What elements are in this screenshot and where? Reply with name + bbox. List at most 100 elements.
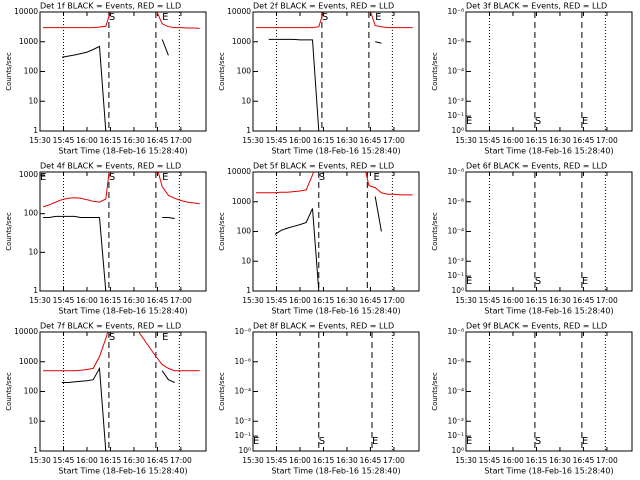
x-tick-label: 16:45: [147, 456, 169, 465]
annotation: E: [582, 436, 588, 447]
x-tick-label: 17:00: [596, 456, 618, 465]
y-tick-label: 1: [33, 286, 38, 295]
x-axis-label: Start Time (18-Feb-16 15:28:40): [58, 307, 187, 316]
panel: Det 6f BLACK = Events, RED = LLD Start Ti…: [431, 162, 633, 316]
annotation: E: [372, 436, 378, 447]
x-tick-label: 16:00: [289, 296, 311, 305]
panel: Det 3f BLACK = Events, RED = LLD Start Ti…: [431, 2, 633, 156]
x-tick-label: 16:30: [123, 296, 145, 305]
y-tick-label: 1000: [19, 357, 38, 366]
chart-title: Det 8f BLACK = Events, RED = LLD: [253, 322, 394, 331]
y-tick-label: 10⁻⁸: [447, 7, 464, 16]
x-tick-label: 16:15: [100, 456, 122, 465]
annotation: S: [535, 436, 541, 447]
annotation: E: [466, 116, 472, 127]
annotation: E: [582, 116, 588, 127]
x-tick-label: 17:00: [383, 296, 405, 305]
y-tick-label: 10⁻²: [447, 416, 464, 425]
y-tick-label: 10⁰: [451, 446, 464, 455]
x-tick-label: 17:00: [383, 456, 405, 465]
y-tick-label: 100: [237, 227, 252, 236]
y-tick-label: 10⁻⁶: [234, 357, 251, 366]
x-tick-label: 16:45: [360, 296, 382, 305]
annotation: E: [40, 172, 46, 183]
y-tick-label: 10⁻⁸: [447, 167, 464, 176]
annotation: E: [162, 172, 168, 183]
y-tick-label: 1000: [232, 197, 251, 206]
x-tick-label: 16:00: [76, 136, 98, 145]
plot-frame: [252, 331, 420, 452]
x-tick-label: 15:45: [266, 136, 288, 145]
y-axis-label: Counts/sec: [5, 212, 13, 251]
x-tick-label: 16:30: [336, 456, 358, 465]
x-tick-label: 17:00: [170, 136, 192, 145]
y-tick-label: 10⁻¹: [234, 431, 251, 440]
x-tick-label: 16:00: [289, 136, 311, 145]
y-tick-label: 10⁻⁶: [447, 197, 464, 206]
y-tick-label: 1: [33, 446, 38, 455]
y-axis-label: Counts/sec: [431, 52, 439, 91]
x-axis-label: Start Time (18-Feb-16 15:28:40): [58, 147, 187, 156]
annotation: S: [109, 172, 115, 183]
x-tick-label: 16:00: [502, 136, 524, 145]
x-tick-label: 15:45: [266, 296, 288, 305]
y-tick-label: 10⁻⁶: [447, 357, 464, 366]
y-tick-label: 10000: [227, 167, 251, 176]
plot-frame: [39, 171, 207, 292]
x-tick-label: 15:45: [53, 136, 75, 145]
plot-frame: [39, 331, 207, 452]
x-axis-label: Start Time (18-Feb-16 15:28:40): [484, 147, 613, 156]
x-tick-label: 16:00: [502, 296, 524, 305]
y-tick-label: 10: [28, 416, 38, 425]
y-tick-label: 100: [24, 209, 39, 218]
series-line: [274, 196, 382, 291]
x-tick-label: 15:30: [242, 136, 264, 145]
y-tick-label: 10⁻⁴: [447, 67, 464, 76]
y-tick-label: 10⁻²: [447, 96, 464, 105]
x-tick-label: 16:30: [336, 296, 358, 305]
panel: Det 5f BLACK = Events, RED = LLD Start Ti…: [218, 162, 420, 316]
series-line: [268, 38, 382, 131]
y-axis-label: Counts/sec: [218, 212, 226, 251]
annotation: E: [374, 172, 380, 183]
x-tick-label: 16:15: [526, 296, 548, 305]
chart-title: Det 4f BLACK = Events, RED = LLD: [40, 162, 181, 171]
x-tick-label: 17:00: [596, 136, 618, 145]
series-line: [42, 172, 200, 208]
x-tick-label: 17:00: [596, 296, 618, 305]
y-axis-label: Counts/sec: [431, 212, 439, 251]
panel: Det 4f BLACK = Events, RED = LLD Start Ti…: [5, 162, 207, 316]
x-axis-label: Start Time (18-Feb-16 15:28:40): [271, 147, 400, 156]
annotation: E: [162, 332, 168, 343]
y-axis-label: Counts/sec: [431, 372, 439, 411]
y-tick-label: 10: [241, 96, 251, 105]
y-tick-label: 1: [246, 126, 251, 135]
x-axis-label: Start Time (18-Feb-16 15:28:40): [484, 307, 613, 316]
x-tick-label: 15:30: [29, 136, 51, 145]
x-tick-label: 16:15: [526, 136, 548, 145]
x-tick-label: 17:00: [383, 136, 405, 145]
x-tick-label: 16:30: [123, 136, 145, 145]
x-tick-label: 16:15: [526, 456, 548, 465]
panel: Det 1f BLACK = Events, RED = LLD Start Ti…: [5, 2, 207, 156]
x-tick-label: 16:45: [573, 136, 595, 145]
annotation: E: [582, 276, 588, 287]
annotation: E: [466, 436, 472, 447]
annotation: E: [162, 12, 168, 23]
x-tick-label: 15:45: [479, 296, 501, 305]
x-tick-label: 16:00: [502, 456, 524, 465]
x-axis-label: Start Time (18-Feb-16 15:28:40): [271, 307, 400, 316]
x-tick-label: 16:15: [313, 136, 335, 145]
x-tick-label: 15:45: [479, 136, 501, 145]
x-tick-label: 15:30: [29, 456, 51, 465]
y-tick-label: 1000: [232, 37, 251, 46]
x-tick-label: 16:15: [100, 136, 122, 145]
x-tick-label: 16:00: [76, 456, 98, 465]
y-tick-label: 10⁻²: [447, 256, 464, 265]
y-tick-label: 1000: [19, 37, 38, 46]
y-tick-label: 10⁻¹: [447, 111, 464, 120]
annotation: S: [109, 12, 115, 23]
y-tick-label: 1: [33, 126, 38, 135]
y-tick-label: 10⁻⁶: [447, 37, 464, 46]
